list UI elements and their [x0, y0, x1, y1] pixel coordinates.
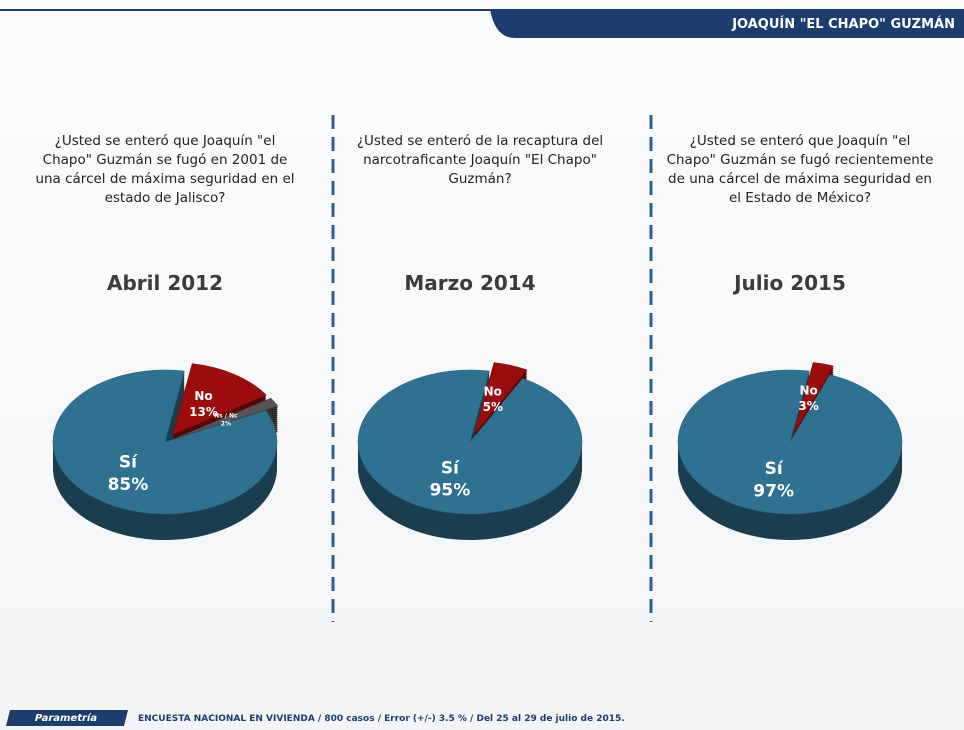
- question: ¿Usted se enteró de la recaptura del nar…: [356, 133, 604, 187]
- slice: [474, 362, 528, 434]
- brand-box: [6, 710, 128, 726]
- slice-value: 95%: [430, 481, 471, 501]
- slice-label: Sí: [119, 453, 138, 473]
- question: ¿Usted se enteró que Joaquín "el Chapo" …: [666, 133, 934, 206]
- slice: [177, 397, 279, 438]
- slice: [172, 363, 267, 435]
- header-title: JOAQUÍN "EL CHAPO" GUZMÁN: [731, 16, 955, 32]
- slice-label: Ns / Nc: [214, 413, 238, 420]
- slice-label: No: [799, 383, 817, 397]
- slice: [52, 369, 278, 515]
- slice-value: 3%: [798, 399, 818, 413]
- chart-title: Abril 2012: [107, 271, 223, 295]
- header-bar: [490, 9, 964, 38]
- slice-label: No: [484, 384, 502, 398]
- brand: Parametría: [35, 712, 97, 724]
- slice-label: No: [194, 389, 212, 403]
- footer-note: ENCUESTA NACIONAL EN VIVIENDA / 800 caso…: [138, 714, 625, 724]
- slice-value: 85%: [108, 475, 149, 495]
- slice: [357, 369, 583, 515]
- slice-label: Sí: [765, 459, 784, 479]
- chart-title: Julio 2015: [732, 271, 846, 295]
- slice-value: 97%: [753, 481, 794, 501]
- slice: [793, 362, 834, 434]
- slice-value: 13%: [189, 405, 218, 419]
- question: ¿Usted se enteró que Joaquín "el Chapo" …: [35, 133, 295, 206]
- slice-label: Sí: [441, 458, 460, 478]
- chart-title: Marzo 2014: [404, 271, 535, 295]
- slice: [677, 369, 903, 515]
- slice-value: 5%: [483, 400, 503, 414]
- slice-value: 2%: [221, 420, 231, 427]
